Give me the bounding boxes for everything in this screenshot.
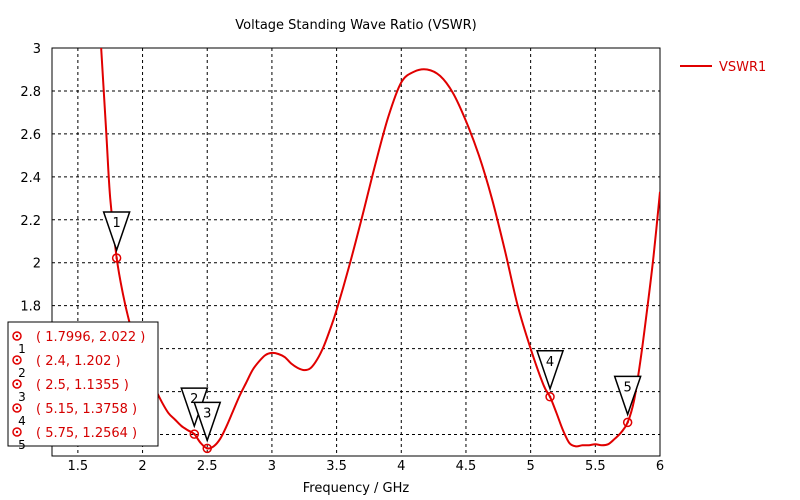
marker-box-value: ( 5.75, 1.2564 ) [36, 426, 137, 441]
marker-pointer [193, 401, 222, 443]
marker-box-frame [7, 321, 159, 447]
marker-box-icon-center [15, 406, 19, 410]
marker-point [202, 443, 212, 454]
marker-point [189, 429, 200, 439]
marker-point-center [115, 256, 118, 260]
marker-number: 4 [546, 355, 554, 370]
marker-box-icon [12, 379, 22, 389]
marker-5: 5 [613, 375, 642, 428]
x-tick-label: 5 [526, 459, 534, 474]
x-tick-label: 1.5 [68, 459, 89, 474]
y-tick-label: 2.8 [20, 85, 41, 100]
marker-box-icon [12, 331, 22, 341]
marker-box-value: ( 2.4, 1.202 ) [36, 354, 121, 369]
y-tick-label: 2.4 [20, 171, 41, 186]
legend: VSWR1 [680, 60, 766, 75]
marker-box-index: 1 [18, 342, 26, 356]
marker-box-value: ( 5.15, 1.3758 ) [36, 402, 137, 417]
marker-box-index: 4 [18, 414, 26, 428]
y-tick-label: 2.6 [20, 128, 41, 143]
marker-box-index: 3 [18, 390, 26, 404]
x-axis-label: Frequency / GHz [303, 481, 410, 496]
marker-box-icon-center [15, 334, 19, 338]
marker-number: 3 [203, 406, 211, 421]
x-tick-label: 4.5 [456, 459, 477, 474]
marker-point [111, 253, 122, 263]
marker-pointer [102, 211, 131, 253]
chart-title: Voltage Standing Wave Ratio (VSWR) [235, 18, 476, 33]
x-tick-label: 3 [268, 459, 276, 474]
marker-point [622, 417, 633, 428]
marker-box-icon [12, 403, 22, 413]
x-tick-label: 2 [138, 459, 146, 474]
series-line-vswr1 [100, 48, 660, 450]
marker-pointer [613, 375, 642, 417]
plot-frame [51, 47, 661, 457]
marker-3: 3 [193, 401, 222, 454]
y-tick-label: 1.8 [20, 300, 41, 315]
marker-point-center [548, 395, 552, 398]
marker-number: 2 [190, 392, 198, 407]
x-tick-label: 2.5 [197, 459, 218, 474]
marker-box-icon-center [15, 382, 19, 386]
marker-point-center [193, 432, 196, 436]
series-curves [100, 48, 660, 450]
marker-point [545, 392, 555, 402]
y-tick-label: 2.2 [20, 214, 41, 229]
marker-1: 1 [102, 211, 131, 263]
marker-box-icon-center [15, 430, 19, 434]
marker-point-center [206, 447, 209, 450]
x-tick-label: 5.5 [585, 459, 606, 474]
marker-4: 4 [535, 350, 565, 402]
marker-box-index: 2 [18, 366, 26, 380]
marker-box-index: 5 [18, 438, 26, 452]
marker-number: 5 [624, 380, 632, 395]
y-tick-label: 2 [33, 257, 41, 272]
marker-point-center [626, 421, 629, 424]
x-tick-label: 3.5 [326, 459, 347, 474]
marker-box-icon [12, 427, 22, 437]
x-tick-label: 6 [656, 459, 664, 474]
marker-readout-box: 1 ( 1.7996, 2.022 ) 2 ( 2.4, 1.202 ) 3 ( 2.5,… [7, 321, 159, 452]
y-tick-label: 3 [33, 42, 41, 57]
marker-box-icon [12, 355, 22, 365]
legend-label: VSWR1 [719, 60, 766, 75]
marker-number: 1 [112, 216, 120, 231]
marker-box-value: ( 1.7996, 2.022 ) [36, 330, 145, 345]
marker-box-value: ( 2.5, 1.1355 ) [36, 378, 129, 393]
x-tick-label: 4 [397, 459, 405, 474]
marker-box-icon-center [15, 358, 19, 362]
marker-pointer [535, 350, 565, 392]
